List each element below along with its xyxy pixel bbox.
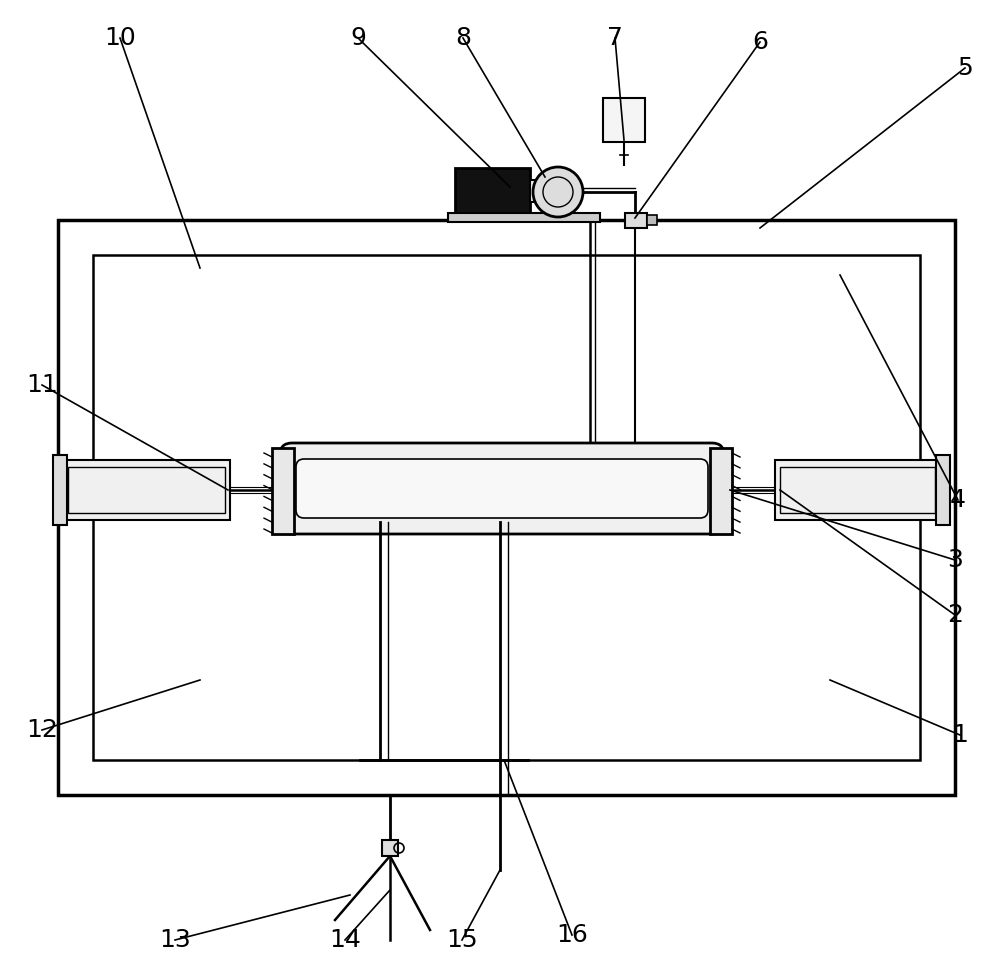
Bar (775, 460, 940, 520)
Text: 14: 14 (329, 928, 361, 952)
FancyBboxPatch shape (280, 443, 724, 534)
Text: 9: 9 (350, 26, 366, 50)
Bar (455, 168, 530, 213)
Text: 5: 5 (957, 56, 973, 80)
Bar (93, 255, 920, 760)
Bar (625, 213, 647, 228)
Text: 6: 6 (752, 30, 768, 54)
Text: 7: 7 (607, 26, 623, 50)
Text: 1: 1 (952, 723, 968, 747)
Text: 10: 10 (104, 26, 136, 50)
Bar (710, 448, 732, 534)
Text: 13: 13 (159, 928, 191, 952)
Text: 12: 12 (26, 718, 58, 742)
Bar (68, 467, 225, 513)
Bar (603, 98, 645, 142)
Text: 4: 4 (950, 488, 966, 512)
Bar (448, 213, 600, 222)
Bar (58, 220, 955, 795)
FancyBboxPatch shape (296, 459, 708, 518)
Bar (382, 840, 398, 856)
Text: 3: 3 (947, 548, 963, 572)
Text: 8: 8 (455, 26, 471, 50)
Text: 16: 16 (556, 923, 588, 947)
Bar (647, 215, 657, 225)
Bar (530, 180, 558, 202)
Text: 11: 11 (26, 373, 58, 397)
Bar (936, 455, 950, 525)
Bar (272, 448, 294, 534)
Bar (63, 460, 230, 520)
Bar (780, 467, 935, 513)
Text: 2: 2 (947, 603, 963, 627)
Bar (53, 455, 67, 525)
Text: 15: 15 (446, 928, 478, 952)
Circle shape (533, 167, 583, 217)
